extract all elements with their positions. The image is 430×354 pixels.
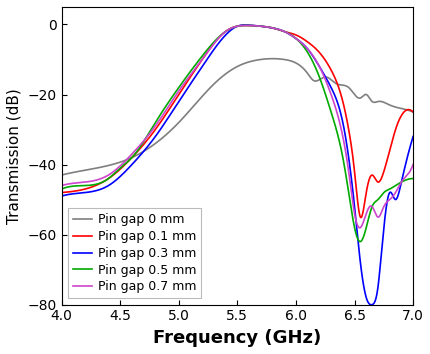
Pin gap 0.5 mm	[243, 23, 248, 28]
Pin gap 0.7 mm	[243, 23, 248, 28]
Pin gap 0.5 mm	[357, 240, 362, 244]
X-axis label: Frequency (GHz): Frequency (GHz)	[153, 329, 321, 347]
Pin gap 0 mm	[399, 107, 405, 111]
Line: Pin gap 0.1 mm: Pin gap 0.1 mm	[61, 25, 412, 218]
Pin gap 0 mm	[59, 173, 64, 177]
Pin gap 0.1 mm	[400, 111, 405, 115]
Pin gap 0.3 mm	[242, 23, 247, 27]
Pin gap 0 mm	[399, 107, 405, 111]
Pin gap 0.7 mm	[77, 181, 82, 185]
Pin gap 0.1 mm	[230, 25, 235, 30]
Line: Pin gap 0.5 mm: Pin gap 0.5 mm	[61, 25, 412, 242]
Pin gap 0.1 mm	[243, 23, 248, 28]
Pin gap 0.3 mm	[410, 135, 415, 139]
Pin gap 0.3 mm	[335, 104, 341, 108]
Pin gap 0.5 mm	[399, 179, 405, 183]
Line: Pin gap 0 mm: Pin gap 0 mm	[61, 59, 412, 175]
Pin gap 0.5 mm	[400, 179, 405, 183]
Pin gap 0.1 mm	[59, 190, 64, 195]
Pin gap 0.1 mm	[357, 216, 362, 220]
Pin gap 0.5 mm	[410, 176, 415, 181]
Line: Pin gap 0.3 mm: Pin gap 0.3 mm	[61, 25, 412, 305]
Pin gap 0.3 mm	[399, 172, 405, 177]
Pin gap 0.5 mm	[220, 31, 225, 35]
Pin gap 0.7 mm	[59, 183, 64, 188]
Pin gap 0.3 mm	[368, 303, 373, 307]
Y-axis label: Transmission (dB): Transmission (dB)	[7, 88, 22, 224]
Pin gap 0.7 mm	[230, 25, 235, 30]
Pin gap 0 mm	[220, 74, 225, 78]
Legend: Pin gap 0 mm, Pin gap 0.1 mm, Pin gap 0.3 mm, Pin gap 0.5 mm, Pin gap 0.7 mm: Pin gap 0 mm, Pin gap 0.1 mm, Pin gap 0.…	[68, 209, 201, 298]
Pin gap 0.3 mm	[59, 194, 64, 198]
Pin gap 0.7 mm	[335, 116, 341, 120]
Pin gap 0.1 mm	[220, 31, 225, 35]
Pin gap 0.3 mm	[77, 191, 82, 195]
Pin gap 0.3 mm	[400, 172, 405, 176]
Pin gap 0.7 mm	[220, 32, 225, 36]
Pin gap 0.1 mm	[399, 111, 405, 115]
Pin gap 0.3 mm	[230, 27, 235, 31]
Line: Pin gap 0.7 mm: Pin gap 0.7 mm	[61, 25, 412, 228]
Pin gap 0.1 mm	[77, 188, 82, 193]
Pin gap 0.5 mm	[77, 184, 82, 188]
Pin gap 0 mm	[410, 110, 415, 114]
Pin gap 0.7 mm	[399, 178, 405, 182]
Pin gap 0.7 mm	[410, 162, 415, 167]
Pin gap 0 mm	[230, 67, 235, 71]
Pin gap 0 mm	[77, 169, 82, 173]
Pin gap 0.1 mm	[410, 110, 415, 114]
Pin gap 0 mm	[335, 82, 341, 87]
Pin gap 0.5 mm	[59, 187, 64, 191]
Pin gap 0.5 mm	[335, 136, 341, 140]
Pin gap 0 mm	[270, 57, 275, 61]
Pin gap 0.1 mm	[335, 85, 341, 89]
Pin gap 0.7 mm	[356, 226, 361, 230]
Pin gap 0.3 mm	[220, 35, 225, 40]
Pin gap 0.7 mm	[400, 177, 405, 182]
Pin gap 0.5 mm	[230, 25, 235, 30]
